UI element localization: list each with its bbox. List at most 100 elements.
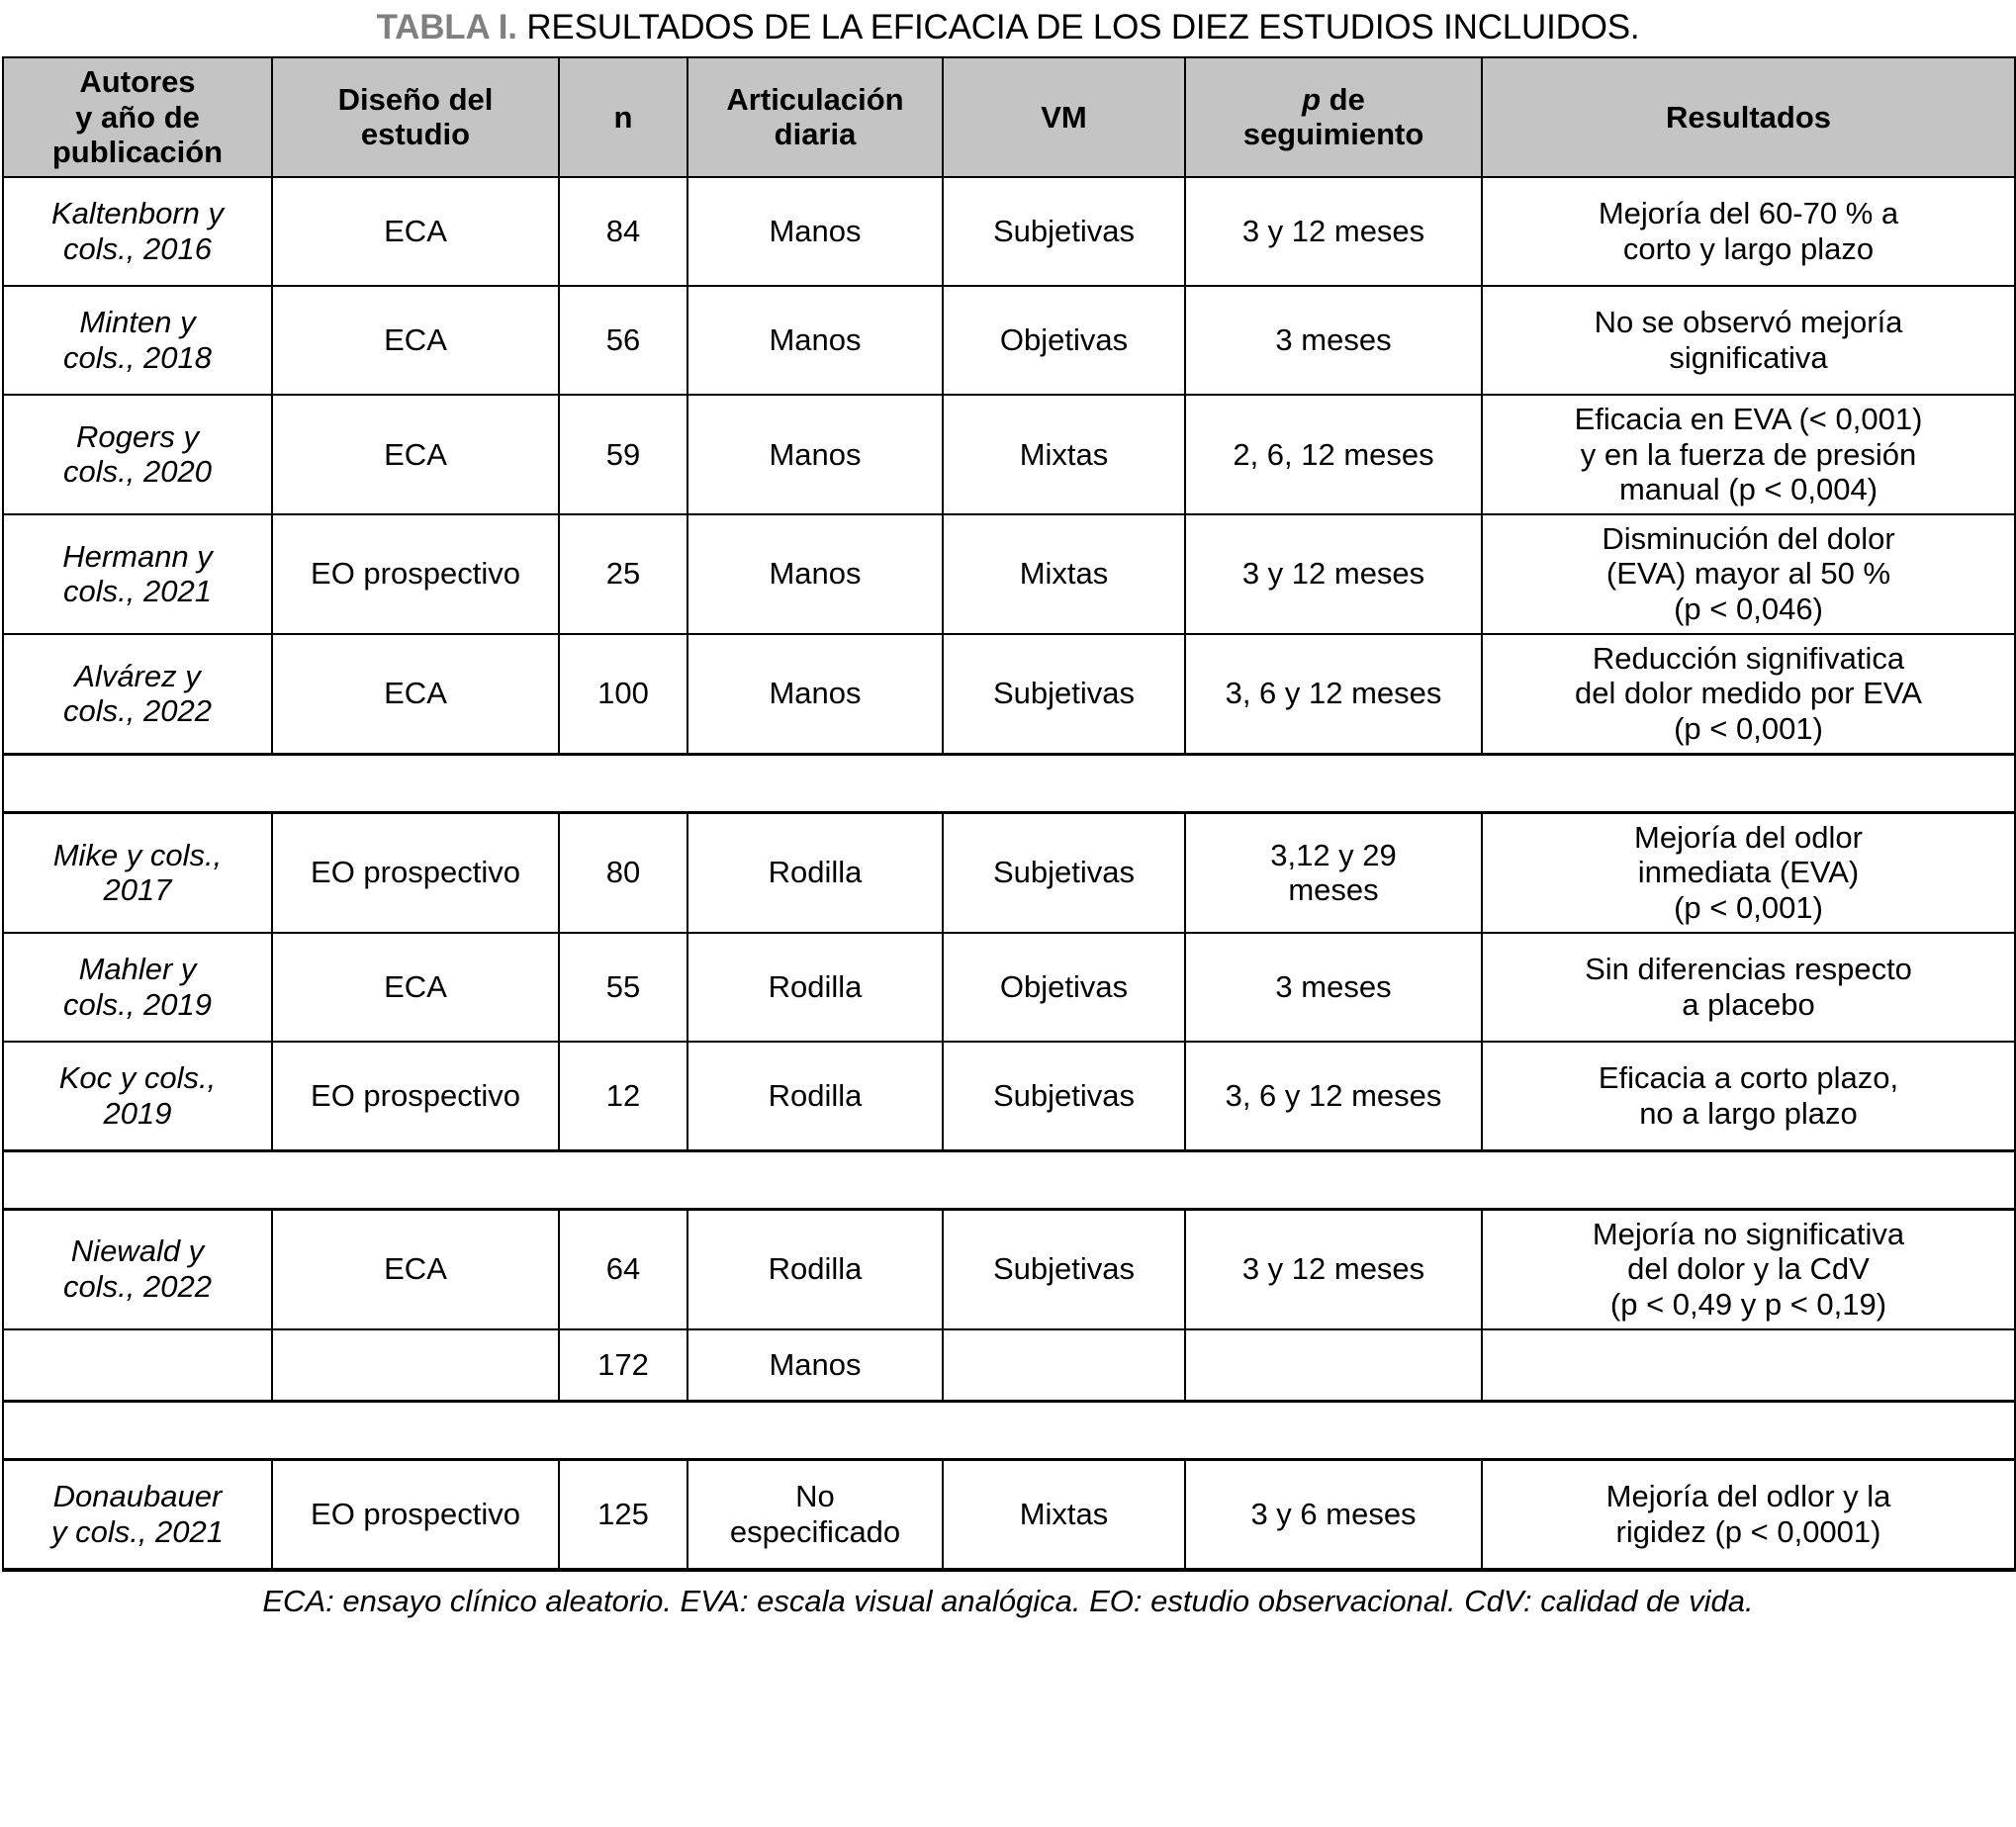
column-header-authors: Autores y año de publicación [2,56,273,178]
cell-line: cols., 2019 [63,986,212,1022]
header-line-2: estudio [360,117,471,152]
cell-vm: Subjetivas [942,175,1186,287]
cell-line: (p < 0,49 y p < 0,19) [1609,1286,1887,1322]
cell-line: cols., 2018 [63,339,212,375]
cell-design: ECA [271,393,560,515]
column-header-results: Resultados [1481,56,2016,178]
cell-authors: Mike y cols., 2017 [2,811,273,934]
cell-n: 55 [558,931,688,1043]
cell-followup: 3 y 12 meses [1184,175,1483,287]
cell-line: 125 [597,1496,649,1531]
cell-line: manual (p < 0,004) [1618,472,1879,507]
cell-results: Eficacia en EVA (< 0,001) y en la fuerza … [1481,393,2016,515]
cell-results: Disminución del dolor (EVA) mayor al 50 %… [1481,512,2016,635]
cell-design: ECA [271,632,560,756]
cell-results: Sin diferencias respecto a placebo [1481,931,2016,1043]
cell-line: 3 y 12 meses [1241,214,1425,249]
table-caption-text: RESULTADOS DE LA EFICACIA DE LOS DIEZ ES… [516,8,1640,46]
cell-line: Rodilla [768,968,863,1004]
cell-line: Mejoría del odlor y la [1605,1478,1891,1513]
cell-design: EO prospectivo [271,1458,560,1572]
table-title: TABLA I. RESULTADOS DE LA EFICACIA DE LO… [0,0,2016,56]
cell-line: del dolor y la CdV [1627,1251,1870,1287]
cell-authors: Kaltenborn y cols., 2016 [2,175,273,287]
cell-line: Rodilla [768,855,863,890]
column-header-joint: Articulación diaria [687,56,944,178]
table-footnote: ECA: ensayo clínico aleatorio. EVA: esca… [262,1583,1754,1618]
cell-line: (p < 0,001) [1674,711,1823,747]
cell-line: EO prospectivo [311,556,520,592]
cell-n: 64 [558,1208,688,1330]
cell-line: 2, 6, 12 meses [1233,436,1434,472]
cell-results: No se observó mejoría significativa [1481,284,2016,396]
cell-followup: 3 y 12 meses [1184,512,1483,635]
cell-line: 3, 6 y 12 meses [1225,676,1442,711]
cell-authors: Niewald y cols., 2022 [2,1208,273,1330]
cell-line: Manos [769,1346,862,1382]
cell-joint: Manos [687,284,944,396]
cell-line: especificado [729,1513,901,1549]
cell-authors: Hermann y cols., 2021 [2,512,273,635]
cell-vm: Objetivas [942,931,1186,1043]
cell-line: ECA [384,1251,447,1287]
header-line-2: diaria [774,117,857,152]
cell-followup: 3 meses [1184,284,1483,396]
cell-line: meses [1288,872,1379,908]
cell-line: y cols., 2021 [50,1513,225,1549]
table-header: Autores y año de publicación Diseño del … [2,56,2016,178]
cell-design: ECA [271,284,560,396]
cell-vm [942,1327,1186,1403]
cell-results: Reducción signifivatica del dolor medido … [1481,632,2016,756]
cell-followup: 3 y 6 meses [1184,1458,1483,1572]
cell-n: 25 [558,512,688,635]
cell-line: Eficacia en EVA (< 0,001) [1574,401,1923,436]
table-group-spacer-row [2,1399,2016,1461]
cell-line: Subjetivas [992,1077,1136,1113]
cell-line: Sin diferencias respecto [1585,951,1912,986]
cell-design: EO prospectivo [271,1040,560,1152]
cell-line: Hermann y [62,538,213,574]
cell-line: Reducción signifivatica [1592,640,1905,676]
cell-n: 59 [558,393,688,515]
cell-line: 3,12 y 29 [1270,837,1397,872]
cell-joint: Manos [687,512,944,635]
cell-vm: Subjetivas [942,811,1186,934]
cell-authors: Koc y cols., 2019 [2,1040,273,1152]
header-line-1: Diseño del [337,81,494,117]
cell-line: significativa [1669,339,1828,375]
cell-joint: Rodilla [687,931,944,1043]
cell-authors: Mahler y cols., 2019 [2,931,273,1043]
cell-results: Mejoría del 60-70 % a corto y largo plazo [1481,175,2016,287]
cell-vm: Mixtas [942,1458,1186,1572]
column-header-design: Diseño del estudio [271,56,560,178]
cell-line: Manos [769,556,862,592]
cell-joint: Rodilla [687,1040,944,1152]
cell-line: 172 [597,1346,649,1382]
cell-line: Mejoría no significativa [1592,1216,1905,1251]
table-group-spacer-row [2,1148,2016,1211]
cell-line: Koc y cols., [58,1059,217,1095]
cell-line: Eficacia a corto plazo, [1598,1059,1899,1095]
cell-line: Mike y cols., [52,837,223,872]
table-subrow: 172 Manos [2,1327,2016,1403]
header-line-1: Autores [79,64,196,99]
header-line-3: publicación [51,135,224,170]
cell-line: Manos [769,676,862,711]
efficacy-results-table: Autores y año de publicación Diseño del … [2,56,2016,1572]
cell-n: 172 [558,1327,688,1403]
cell-line: Objetivas [999,968,1129,1004]
cell-vm: Mixtas [942,393,1186,515]
column-header-vm: VM [942,56,1186,178]
table-body: Kaltenborn y cols., 2016 ECA 84 Manos Subjeti… [2,175,2016,1572]
cell-line: 55 [605,968,641,1004]
cell-line: Manos [769,214,862,249]
cell-followup: 3 meses [1184,931,1483,1043]
cell-followup: 3,12 y 29 meses [1184,811,1483,934]
cell-line: 100 [597,676,649,711]
header-line-2: seguimiento [1242,117,1424,152]
cell-results: Mejoría del odlor y la rigidez (p < 0,000… [1481,1458,2016,1572]
cell-line: ECA [384,322,447,358]
cell-results: Eficacia a corto plazo, no a largo plazo [1481,1040,2016,1152]
cell-line: Rogers y [75,418,200,454]
cell-line: Mixtas [1019,1496,1109,1531]
